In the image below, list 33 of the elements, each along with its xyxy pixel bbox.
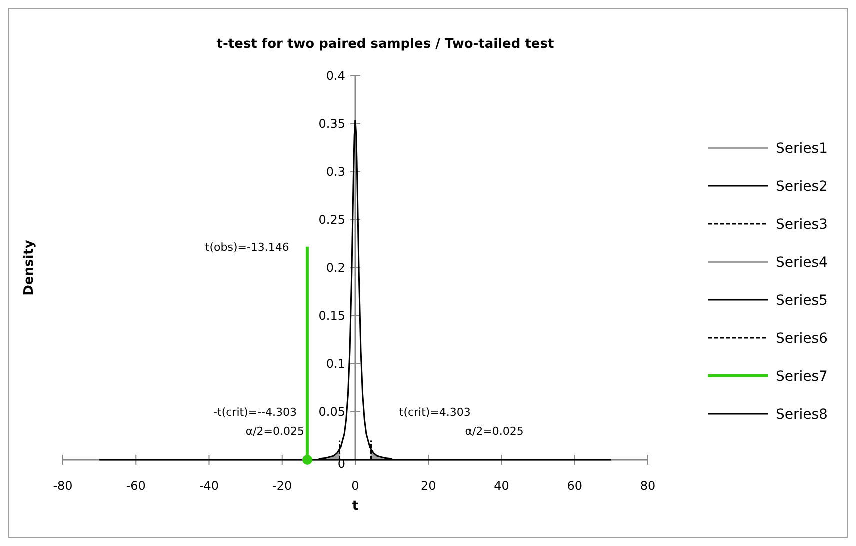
legend-label: Series5 <box>776 293 828 309</box>
legend-label: Series1 <box>776 141 828 157</box>
y-tick-label: 0.3 <box>326 165 346 179</box>
annotation: t(obs)=-13.146 <box>205 240 290 254</box>
legend-label: Series3 <box>776 217 828 233</box>
x-tick-label: 60 <box>567 479 583 493</box>
x-tick-label: 20 <box>420 479 436 493</box>
x-tick-label: 0 <box>352 479 360 493</box>
legend-label: Series8 <box>776 407 828 423</box>
legend-label: Series4 <box>776 255 828 271</box>
y-tick-label: 0.1 <box>326 357 346 371</box>
y-tick-label: 0.4 <box>326 69 346 83</box>
annotation: t(crit)=4.303 <box>399 406 471 419</box>
legend-label: Series2 <box>776 179 828 195</box>
annotation: α/2=0.025 <box>465 425 524 438</box>
y-tick-label: 0.35 <box>318 117 346 131</box>
x-tick-label: -20 <box>272 479 292 493</box>
x-tick-label: 40 <box>494 479 510 493</box>
x-tick-label: -60 <box>126 479 146 493</box>
x-axis-title: t <box>352 499 359 514</box>
annotation: α/2=0.025 <box>246 425 304 438</box>
legend-label: Series7 <box>776 369 828 385</box>
y-tick-label: 0.05 <box>318 405 346 419</box>
annotation: -t(crit)=--4.303 <box>214 406 297 419</box>
y-axis-title: Density <box>22 240 37 296</box>
x-tick-label: -80 <box>53 479 73 493</box>
chart-title: t-test for two paired samples / Two-tailed test <box>216 37 554 52</box>
legend-label: Series6 <box>776 331 828 347</box>
y-tick-label: 0.25 <box>318 213 346 227</box>
x-tick-label: 80 <box>640 479 656 493</box>
x-tick-label: -40 <box>199 479 220 493</box>
y-tick-label: 0.15 <box>318 309 346 323</box>
y-tick-label: 0.2 <box>326 261 346 275</box>
